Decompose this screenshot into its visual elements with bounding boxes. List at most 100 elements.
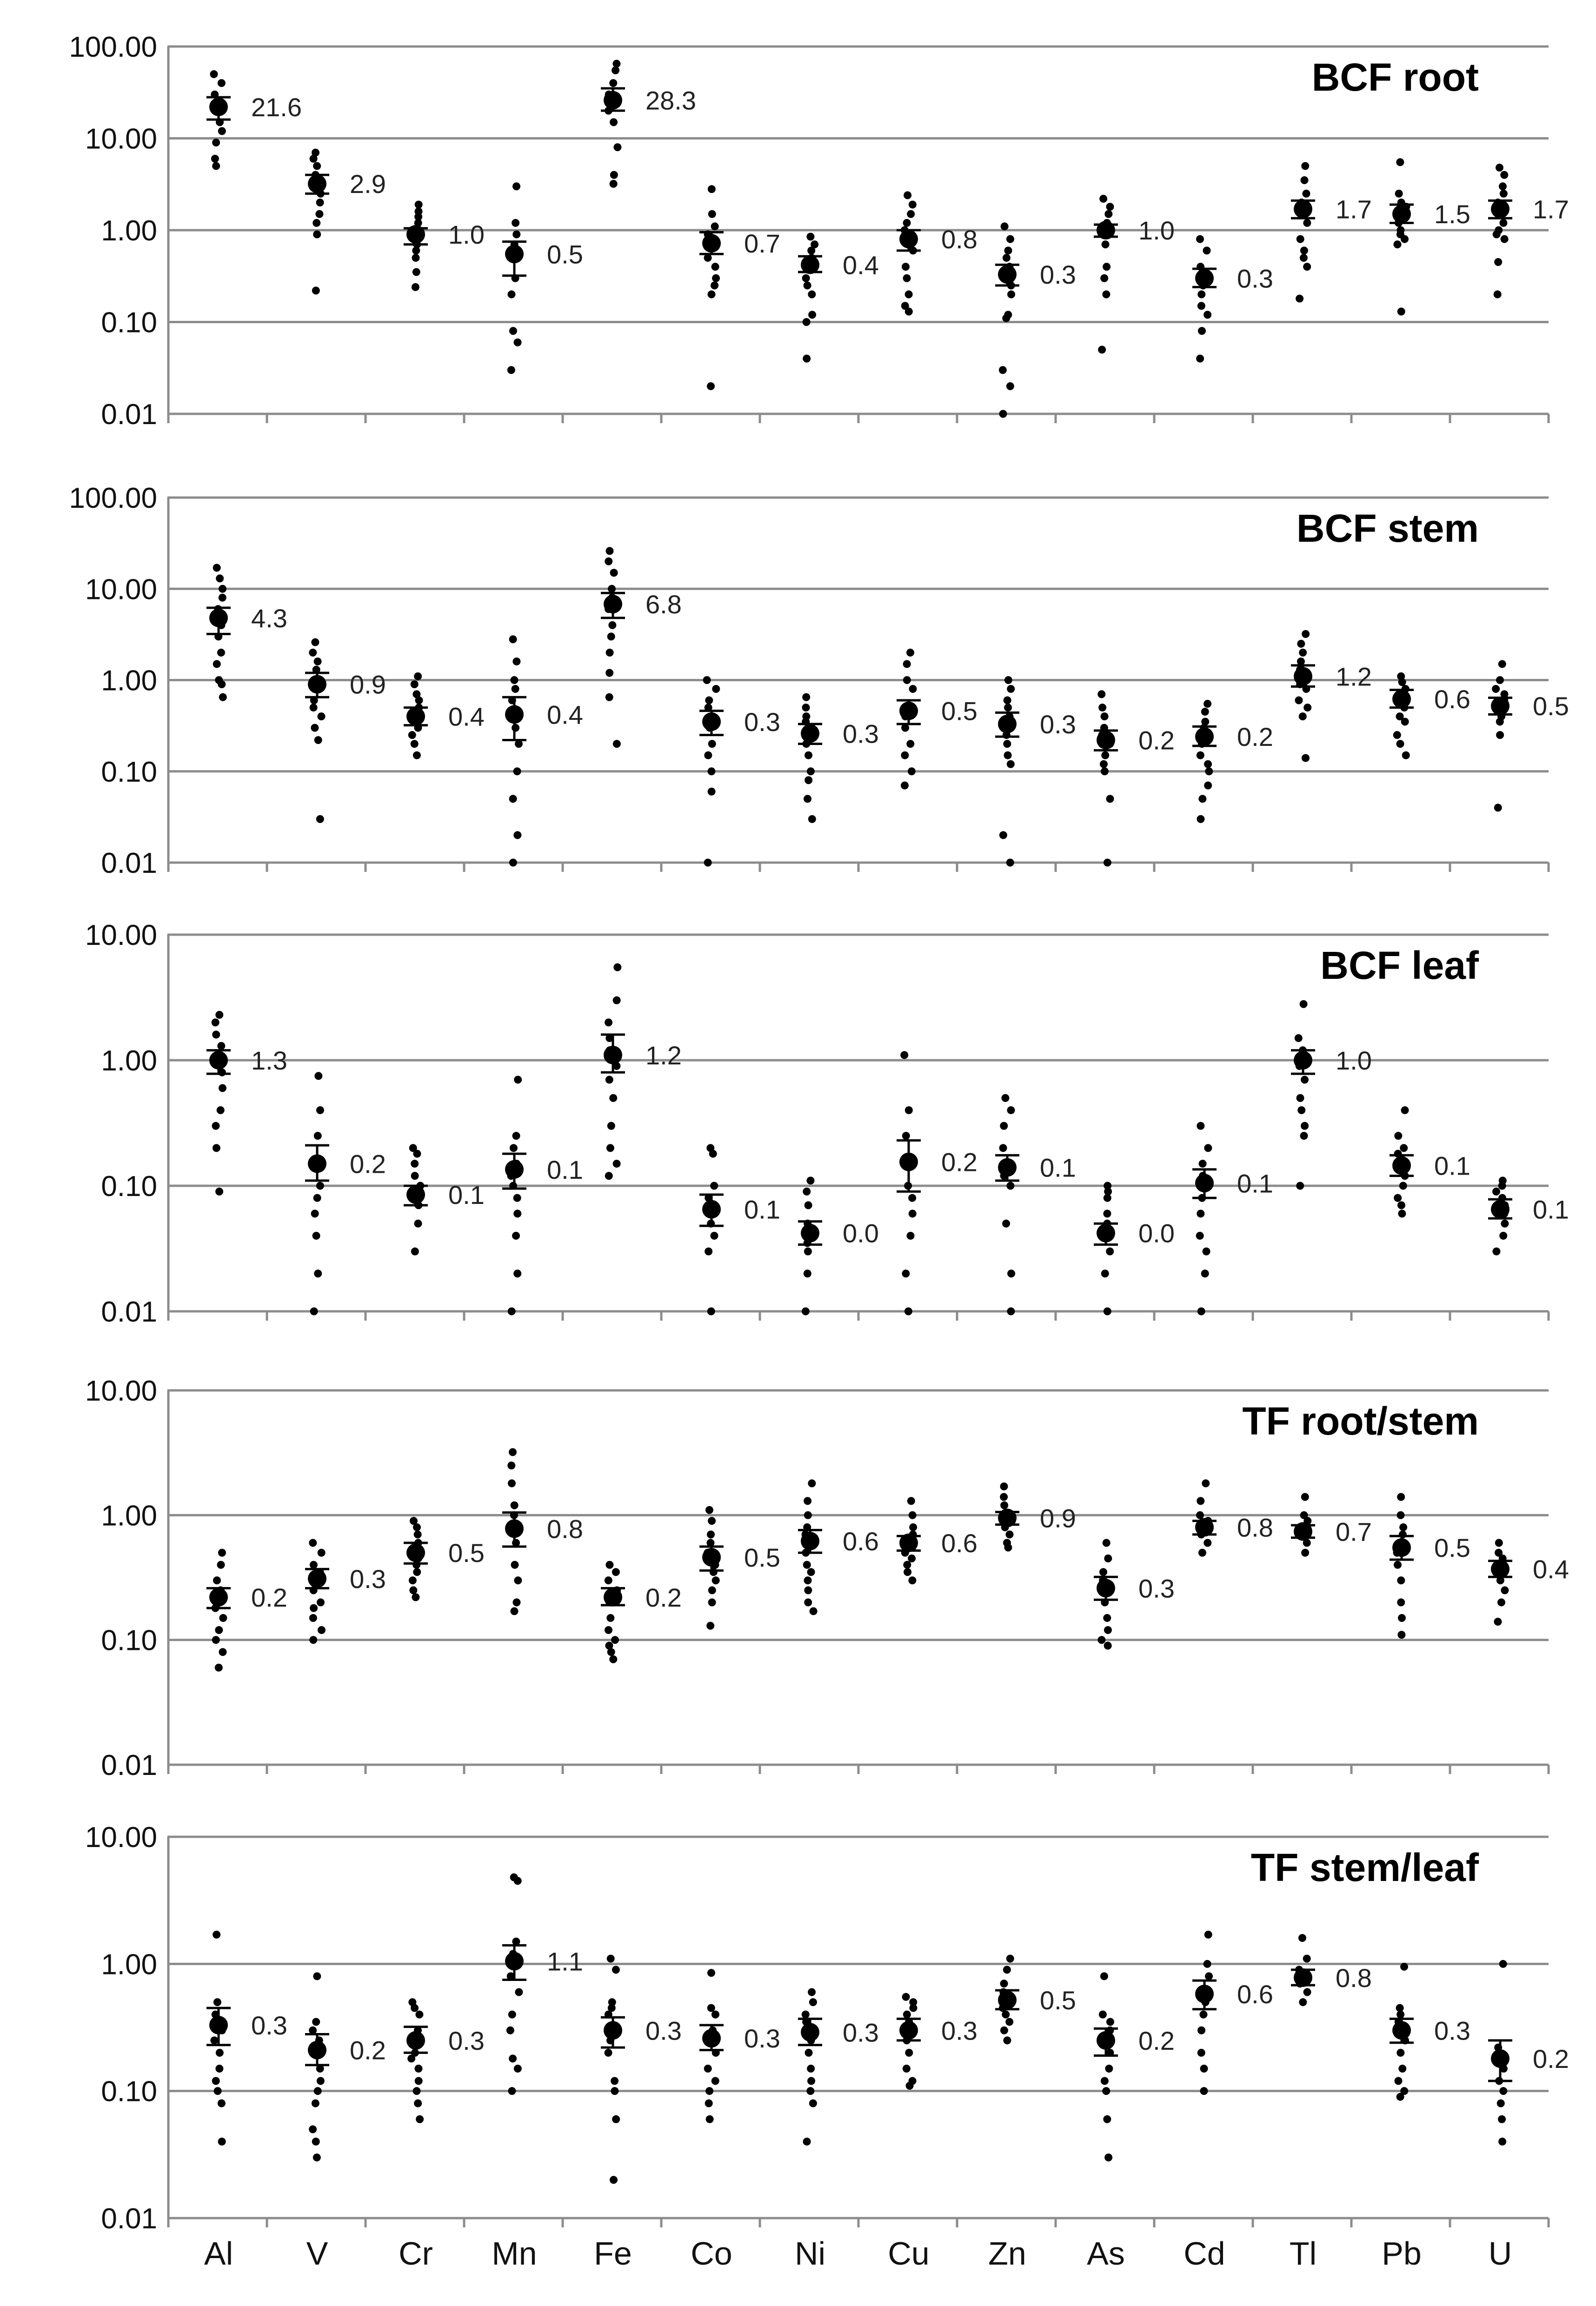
data-point [1197, 1307, 1205, 1316]
mean-value-label: 1.0 [448, 220, 485, 249]
data-point [1301, 754, 1310, 762]
category-group-Cu: 0.5 [897, 648, 978, 790]
category-group-Al: 1.3 [206, 1010, 287, 1196]
data-point [1102, 1539, 1111, 1547]
mean-marker [899, 1152, 918, 1171]
data-point [605, 1172, 613, 1180]
category-group-Mn: 0.1 [502, 1076, 583, 1316]
data-point [712, 1576, 720, 1585]
data-point [215, 1626, 223, 1634]
mean-marker [801, 255, 819, 274]
data-point [711, 281, 719, 290]
mean-marker [604, 2021, 622, 2040]
mean-marker [1392, 2021, 1411, 2040]
data-point [213, 1998, 221, 2007]
y-tick-label: 10.00 [85, 919, 157, 951]
data-point [1294, 1034, 1303, 1042]
data-point [1006, 1954, 1014, 1963]
data-point [1000, 1122, 1008, 1130]
mean-marker [1392, 1156, 1411, 1175]
data-point [1104, 2153, 1113, 2162]
data-point [605, 648, 614, 657]
data-point [908, 1194, 917, 1202]
mean-value-label: 0.3 [744, 707, 780, 737]
data-point [802, 318, 811, 326]
category-group-Cr: 0.1 [404, 1144, 485, 1256]
data-point [1496, 676, 1504, 684]
data-point [218, 1084, 226, 1092]
mean-marker [1195, 1984, 1214, 2003]
data-point [808, 1988, 816, 1996]
mean-marker [1491, 199, 1510, 219]
data-point [509, 858, 517, 867]
data-point [316, 1182, 324, 1190]
data-point [708, 1586, 716, 1595]
data-point [512, 182, 521, 191]
data-point [313, 2153, 321, 2162]
category-group-V: 0.2 [305, 1072, 386, 1316]
data-point [1495, 163, 1503, 172]
data-point [1104, 1182, 1112, 1190]
data-point [1003, 740, 1011, 748]
data-point [902, 1269, 910, 1278]
category-group-Mn: 0.8 [502, 1448, 583, 1615]
data-point [804, 1511, 812, 1519]
data-point [806, 233, 815, 241]
mean-value-label: 28.3 [645, 86, 696, 115]
data-point [612, 66, 620, 74]
mean-value-label: 0.5 [547, 239, 583, 269]
data-point [1005, 2018, 1014, 2026]
data-point [909, 2004, 918, 2012]
data-point [1006, 858, 1014, 867]
data-point [1400, 1962, 1409, 1971]
data-point [1006, 1182, 1015, 1190]
data-point [807, 2077, 816, 2085]
data-point [1498, 182, 1507, 191]
data-point [1004, 1543, 1012, 1552]
mean-value-label: 0.2 [941, 1148, 978, 1177]
data-point [611, 1636, 619, 1644]
data-point [1303, 1988, 1311, 1996]
data-point [218, 127, 226, 135]
data-point [1204, 760, 1212, 768]
data-point [217, 1042, 226, 1050]
data-point [215, 2048, 224, 2057]
data-point [1497, 1598, 1505, 1607]
mean-marker [801, 724, 819, 743]
data-point [1500, 235, 1509, 243]
mean-marker [1097, 1579, 1115, 1598]
data-point [1303, 219, 1311, 227]
data-point [509, 795, 517, 803]
x-category-label: Tl [1290, 2235, 1317, 2272]
data-point [606, 1144, 614, 1152]
data-point [316, 1106, 324, 1114]
data-point [1492, 1187, 1500, 1196]
data-point [309, 154, 318, 163]
data-point [312, 148, 320, 157]
category-group-Cd: 0.2 [1192, 699, 1273, 823]
mean-marker [702, 712, 721, 731]
data-point [1197, 1497, 1205, 1505]
data-point [1106, 1247, 1114, 1256]
data-point [808, 311, 817, 319]
mean-marker [505, 245, 524, 264]
data-point [803, 1561, 811, 1569]
data-point [510, 676, 519, 684]
y-tick-label: 1.00 [101, 665, 157, 697]
data-point [1000, 2026, 1008, 2034]
data-point [413, 1568, 421, 1576]
mean-value-label: 1.7 [1336, 194, 1372, 224]
data-point [711, 222, 719, 231]
data-point [605, 557, 613, 565]
data-point [414, 219, 422, 227]
data-point [513, 767, 521, 776]
data-point [1101, 751, 1110, 759]
data-point [415, 696, 423, 704]
data-point [411, 1172, 419, 1180]
data-point [412, 1593, 420, 1602]
data-point [809, 1607, 818, 1615]
category-group-Ni: 0.3 [798, 1988, 879, 2146]
data-point [1200, 2065, 1208, 2073]
data-point [1492, 685, 1500, 693]
